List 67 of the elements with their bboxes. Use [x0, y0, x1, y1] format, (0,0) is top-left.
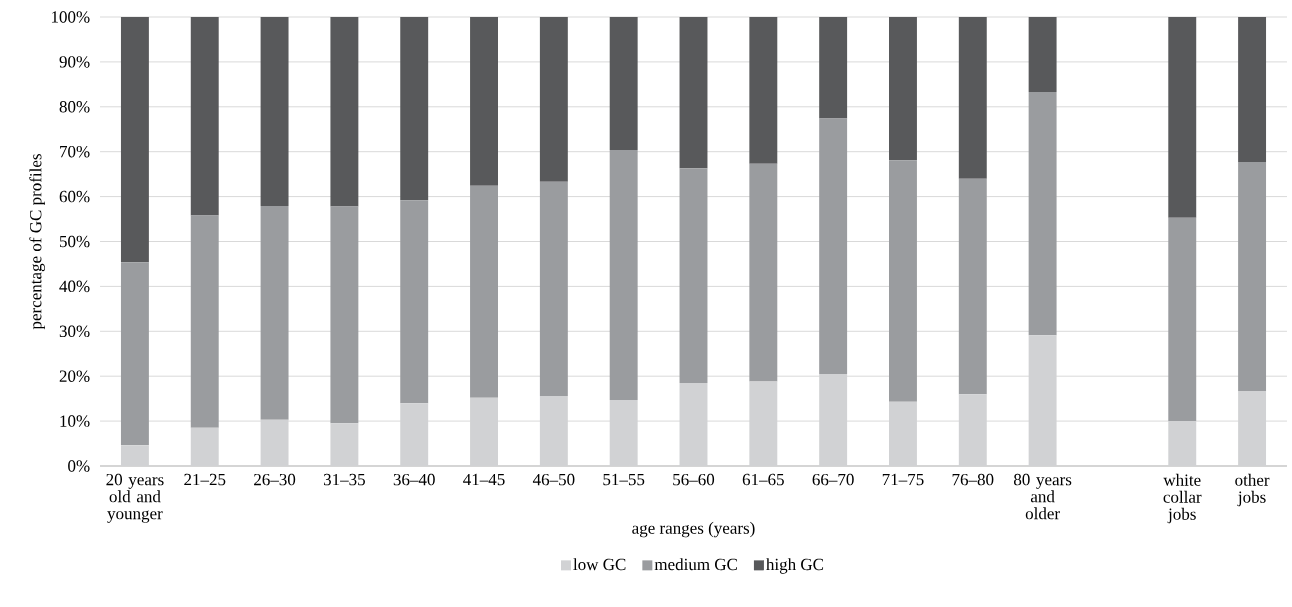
y-tick-label: 40% — [59, 280, 90, 293]
x-tick-label: 31–35 — [323, 473, 365, 486]
y-axis-title: percentage of GC profiles — [29, 154, 45, 330]
bar — [749, 163, 778, 382]
bar — [470, 16, 498, 186]
y-tick-label: 100% — [51, 11, 90, 23]
bar — [1168, 217, 1197, 422]
y-tick-label: 20% — [59, 370, 90, 382]
x-tick-label: 71–75 — [882, 473, 924, 486]
y-tick-label: 70% — [60, 145, 90, 158]
x-axis-title: age ranges (years) — [632, 521, 755, 538]
bar — [330, 423, 359, 466]
bar — [609, 149, 638, 400]
x-tick-label: 21–25 — [184, 473, 226, 486]
x-tick-label: 80 years and older — [1013, 473, 1072, 520]
bar — [889, 160, 917, 402]
y-tick-label: 50% — [59, 235, 90, 248]
y-tick-label: 10% — [60, 415, 90, 427]
bar — [330, 206, 359, 424]
x-tick-label: 61–65 — [742, 473, 784, 486]
y-tick-label: 30% — [59, 325, 90, 338]
y-tick-label: 60% — [59, 190, 90, 203]
x-tick-label: other jobs — [1235, 473, 1270, 507]
y-tick-label: 80% — [59, 101, 90, 113]
bar — [1238, 16, 1267, 163]
bar — [679, 168, 708, 383]
x-tick-label: 41–45 — [463, 473, 505, 486]
bar — [539, 181, 568, 396]
bar — [120, 16, 149, 263]
bar — [958, 178, 987, 395]
bar — [120, 262, 149, 446]
bar — [819, 16, 848, 119]
y-tick-label: 90% — [59, 56, 90, 68]
x-tick-label: 51–55 — [603, 473, 645, 486]
y-tick-label: 0% — [68, 460, 90, 472]
bar — [190, 427, 219, 466]
legend-label: medium GC — [654, 558, 737, 571]
bar — [889, 16, 917, 161]
bar — [749, 16, 778, 164]
bar — [190, 16, 219, 216]
bar — [190, 215, 219, 428]
x-tick-label: 36–40 — [393, 473, 435, 486]
x-tick-label: white collar jobs — [1163, 473, 1202, 524]
legend-label: high GC — [766, 558, 824, 574]
bar — [1238, 162, 1267, 392]
x-tick-label: 20 years old and younger — [106, 473, 164, 523]
bar — [1028, 16, 1057, 92]
bar — [120, 445, 149, 466]
bar — [470, 185, 498, 398]
bar — [400, 200, 429, 404]
bar — [260, 206, 289, 420]
bar — [819, 118, 848, 374]
x-tick-label: 76–80 — [952, 473, 994, 486]
bar — [400, 16, 429, 201]
bar — [539, 16, 568, 182]
bar — [679, 16, 708, 169]
bar — [260, 16, 289, 207]
bar — [330, 16, 359, 207]
x-tick-label: 56–60 — [673, 473, 715, 486]
bar — [1168, 16, 1197, 218]
x-tick-label: 26–30 — [254, 473, 296, 486]
bar — [1028, 91, 1057, 336]
legend-label: low GC — [573, 558, 626, 571]
bar — [609, 16, 638, 150]
x-tick-label: 46–50 — [532, 473, 575, 486]
x-tick-label: 66–70 — [812, 473, 854, 486]
bar — [958, 16, 987, 179]
